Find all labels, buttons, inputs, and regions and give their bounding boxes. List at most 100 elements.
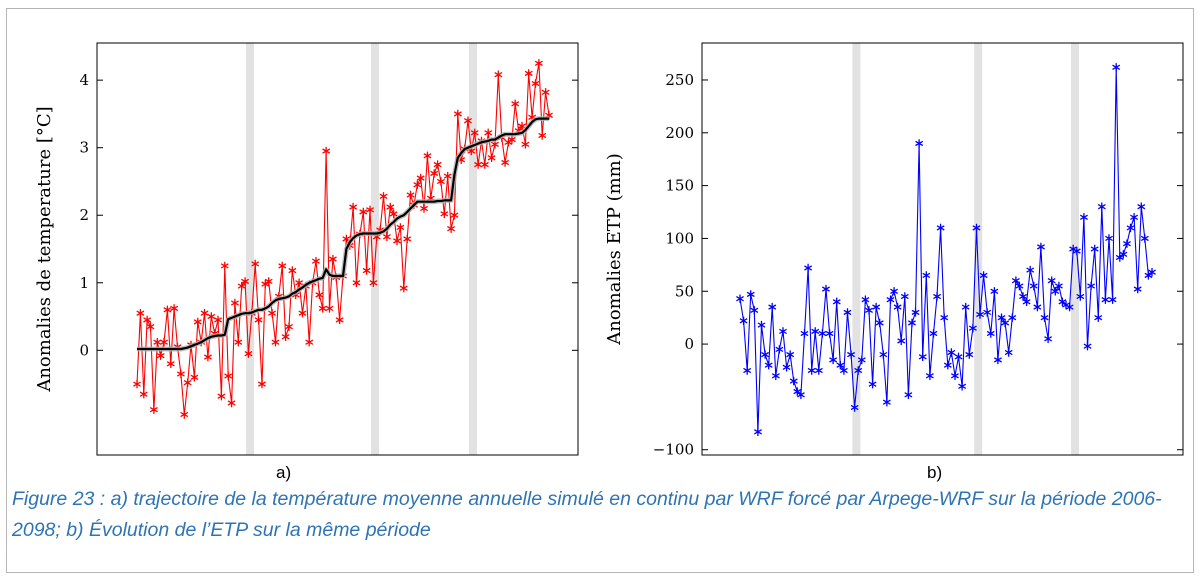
data-point-star <box>430 169 439 178</box>
data-point-star <box>315 290 324 300</box>
data-point-star <box>1001 318 1010 328</box>
data-point-star <box>861 295 870 304</box>
data-point-star <box>775 345 784 354</box>
period-band <box>371 43 380 455</box>
y-tick-label: 150 <box>665 177 694 195</box>
data-point-star <box>1130 213 1139 222</box>
data-point-star <box>524 69 533 78</box>
data-point-star <box>295 278 304 287</box>
data-point-star <box>1026 265 1035 275</box>
data-point-star <box>322 146 331 156</box>
data-point-star <box>746 290 755 299</box>
data-point-star <box>1105 234 1113 243</box>
data-point-star <box>972 223 981 233</box>
data-point-star <box>156 351 165 360</box>
data-point-star <box>393 236 402 246</box>
data-point-star <box>1119 250 1128 259</box>
data-point-star <box>251 259 260 269</box>
data-point-star <box>268 309 277 318</box>
data-point-star <box>1054 281 1063 291</box>
data-point-star <box>349 202 358 212</box>
data-point-star <box>990 287 999 296</box>
data-point-star <box>757 320 766 330</box>
panel-label-b: b) <box>927 463 943 482</box>
data-point-star <box>423 151 432 160</box>
data-point-star <box>933 292 942 301</box>
data-point-star <box>943 361 952 370</box>
data-point-star <box>1101 295 1110 304</box>
data-point-star <box>1090 244 1099 254</box>
data-point-star <box>839 366 848 375</box>
data-point-star <box>487 153 496 162</box>
data-point-star <box>779 327 787 336</box>
data-point-star <box>325 304 334 313</box>
data-point-star <box>893 302 902 312</box>
data-point-star <box>965 350 974 359</box>
data-point-star <box>1083 342 1092 351</box>
data-point-star <box>1011 276 1020 285</box>
data-point-star <box>925 371 934 380</box>
data-point-star <box>214 315 223 325</box>
data-point-star <box>829 355 838 365</box>
data-point-star <box>176 369 185 379</box>
data-point-star <box>369 278 378 287</box>
data-point-star <box>897 336 906 346</box>
y-tick-label: 4 <box>79 71 89 89</box>
data-point-star <box>1008 313 1017 322</box>
data-point-star <box>166 359 175 368</box>
data-point-star <box>193 317 202 327</box>
data-point-star <box>879 350 888 359</box>
data-point-star <box>484 128 493 137</box>
series-line <box>739 66 1153 433</box>
data-point-star <box>217 392 226 401</box>
data-point-star <box>1058 297 1067 306</box>
data-point-star <box>821 284 830 294</box>
data-point-star <box>200 309 209 318</box>
data-point-star <box>782 363 791 372</box>
data-point-star <box>950 371 959 380</box>
data-point-star <box>882 398 891 407</box>
data-point-star <box>918 352 927 361</box>
data-point-star <box>190 373 199 382</box>
data-point-star <box>416 173 425 183</box>
data-point-star <box>997 313 1006 322</box>
data-point-star <box>254 315 263 325</box>
data-point-star <box>470 128 479 137</box>
data-point-star <box>743 366 752 375</box>
data-point-star <box>983 308 992 317</box>
data-point-star <box>264 277 273 286</box>
y-tick-label: 2 <box>79 206 89 224</box>
data-point-star <box>207 312 216 321</box>
data-point-star <box>1115 253 1124 262</box>
data-point-star <box>786 350 795 359</box>
data-point-star <box>531 79 540 88</box>
data-point-star <box>993 355 1002 365</box>
data-point-star <box>850 403 859 412</box>
data-point-star <box>800 329 809 338</box>
data-point-star <box>1072 246 1081 256</box>
data-point-star <box>389 209 398 219</box>
data-point-star <box>1029 281 1038 291</box>
y-tick-label: 3 <box>79 139 89 157</box>
period-band <box>246 43 255 455</box>
data-point-star <box>153 338 162 347</box>
data-point-star <box>146 322 155 331</box>
data-point-star <box>900 292 909 301</box>
data-point-star <box>1112 63 1121 72</box>
data-point-star <box>789 376 798 386</box>
data-point-star <box>399 284 408 293</box>
data-point-star <box>305 338 314 347</box>
data-point-star <box>521 140 530 149</box>
data-point-star <box>386 202 395 212</box>
data-point-star <box>257 379 266 389</box>
y-tick-label: 0 <box>79 341 89 359</box>
data-point-star <box>284 322 293 331</box>
data-point-star <box>436 177 445 186</box>
data-point-star <box>463 116 472 125</box>
data-point-star <box>911 308 920 317</box>
data-point-star <box>403 234 412 244</box>
data-point-star <box>814 366 823 375</box>
data-point-star <box>922 271 931 280</box>
data-point-star <box>904 390 913 399</box>
data-point-star <box>288 266 297 275</box>
